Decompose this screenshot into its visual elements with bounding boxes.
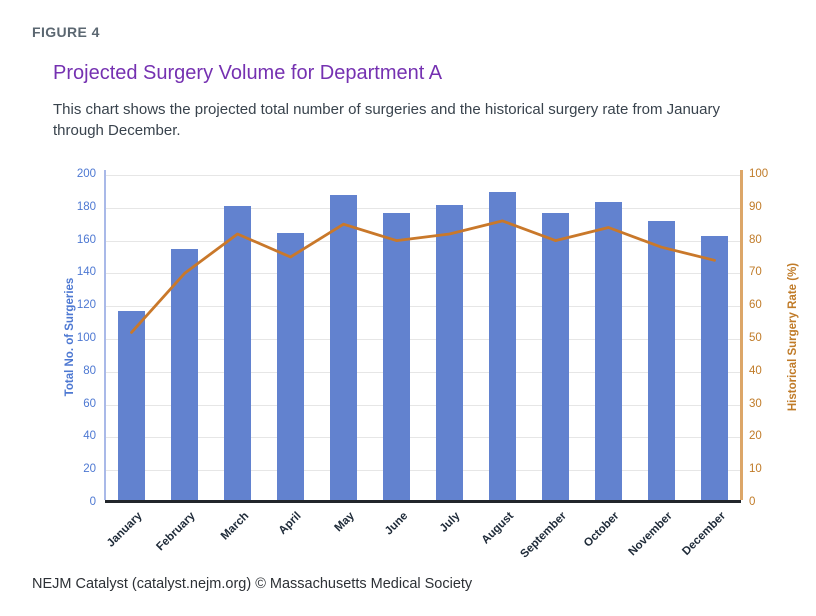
right-axis-tick-label: 50 xyxy=(749,332,762,344)
right-axis-tick-label: 40 xyxy=(749,364,762,377)
gridline xyxy=(105,470,741,472)
right-axis-tick-label: 70 xyxy=(749,266,762,279)
source-attribution: NEJM Catalyst (catalyst.nejm.org) © Mass… xyxy=(32,576,473,592)
gridline xyxy=(105,306,741,308)
right-axis-line xyxy=(740,170,743,500)
right-axis-tick-label: 0 xyxy=(749,496,756,508)
left-axis-tick-label: 40 xyxy=(83,430,96,443)
left-axis-tick-label: 120 xyxy=(76,299,96,312)
bar-may xyxy=(330,195,357,500)
x-tick-label-april: April xyxy=(276,510,304,538)
left-axis-tick-label: 200 xyxy=(76,168,96,180)
right-axis-tick-label: 20 xyxy=(749,430,762,443)
rate-line xyxy=(130,219,716,334)
rate-line-chart xyxy=(130,219,716,334)
left-axis-tick-label: 180 xyxy=(76,200,96,213)
gridline xyxy=(105,207,741,209)
left-axis-line xyxy=(104,170,106,500)
figure-label: FIGURE 4 xyxy=(32,24,100,40)
bar-august xyxy=(489,191,516,500)
bar-july xyxy=(436,204,463,500)
bar-december xyxy=(701,236,728,500)
bar-april xyxy=(277,232,304,500)
gridline xyxy=(105,240,741,242)
bar-march xyxy=(224,206,251,500)
left-axis-tick-label: 80 xyxy=(83,364,96,377)
bar-october xyxy=(595,201,622,500)
plot-area xyxy=(104,170,743,503)
x-tick-label-december: December xyxy=(680,510,728,558)
left-axis-tick-label: 140 xyxy=(76,266,96,279)
gridline xyxy=(105,273,741,275)
chart-title: Projected Surgery Volume for Department … xyxy=(53,62,443,84)
x-tick-label-august: August xyxy=(479,510,516,547)
left-axis-tick-label: 60 xyxy=(83,397,96,410)
x-tick-label-october: October xyxy=(582,510,622,550)
right-axis-tick-label: 60 xyxy=(749,299,762,312)
left-axis-tick-label: 160 xyxy=(76,233,96,246)
x-tick-label-january: January xyxy=(105,510,145,550)
right-axis-tick-label: 10 xyxy=(749,463,762,476)
bar-november xyxy=(648,221,675,500)
x-tick-label-september: September xyxy=(518,510,569,561)
x-tick-label-march: March xyxy=(218,510,251,543)
left-axis-tick-label: 0 xyxy=(89,496,96,508)
gridline xyxy=(105,175,741,176)
right-axis-tick-label: 100 xyxy=(749,168,769,180)
x-tick-label-february: February xyxy=(154,510,198,554)
gridline xyxy=(105,437,741,439)
gridline xyxy=(105,371,741,373)
left-axis-tick-label: 100 xyxy=(76,332,96,344)
chart-subtitle: This chart shows the projected total num… xyxy=(53,101,720,139)
bar-january xyxy=(118,311,145,500)
x-tick-label-july: July xyxy=(438,510,463,535)
bar-june xyxy=(383,213,410,500)
left-axis-tick-label: 20 xyxy=(83,463,96,476)
gridline xyxy=(105,339,741,340)
right-axis-tick-label: 80 xyxy=(749,233,762,246)
right-axis-tick-label: 30 xyxy=(749,397,762,410)
bar-february xyxy=(171,249,198,500)
x-tick-label-november: November xyxy=(626,510,675,559)
x-tick-label-june: June xyxy=(382,510,410,538)
right-axis-tick-label: 90 xyxy=(749,200,762,213)
gridline xyxy=(105,404,741,406)
x-tick-label-may: May xyxy=(332,510,357,535)
bar-september xyxy=(542,213,569,500)
